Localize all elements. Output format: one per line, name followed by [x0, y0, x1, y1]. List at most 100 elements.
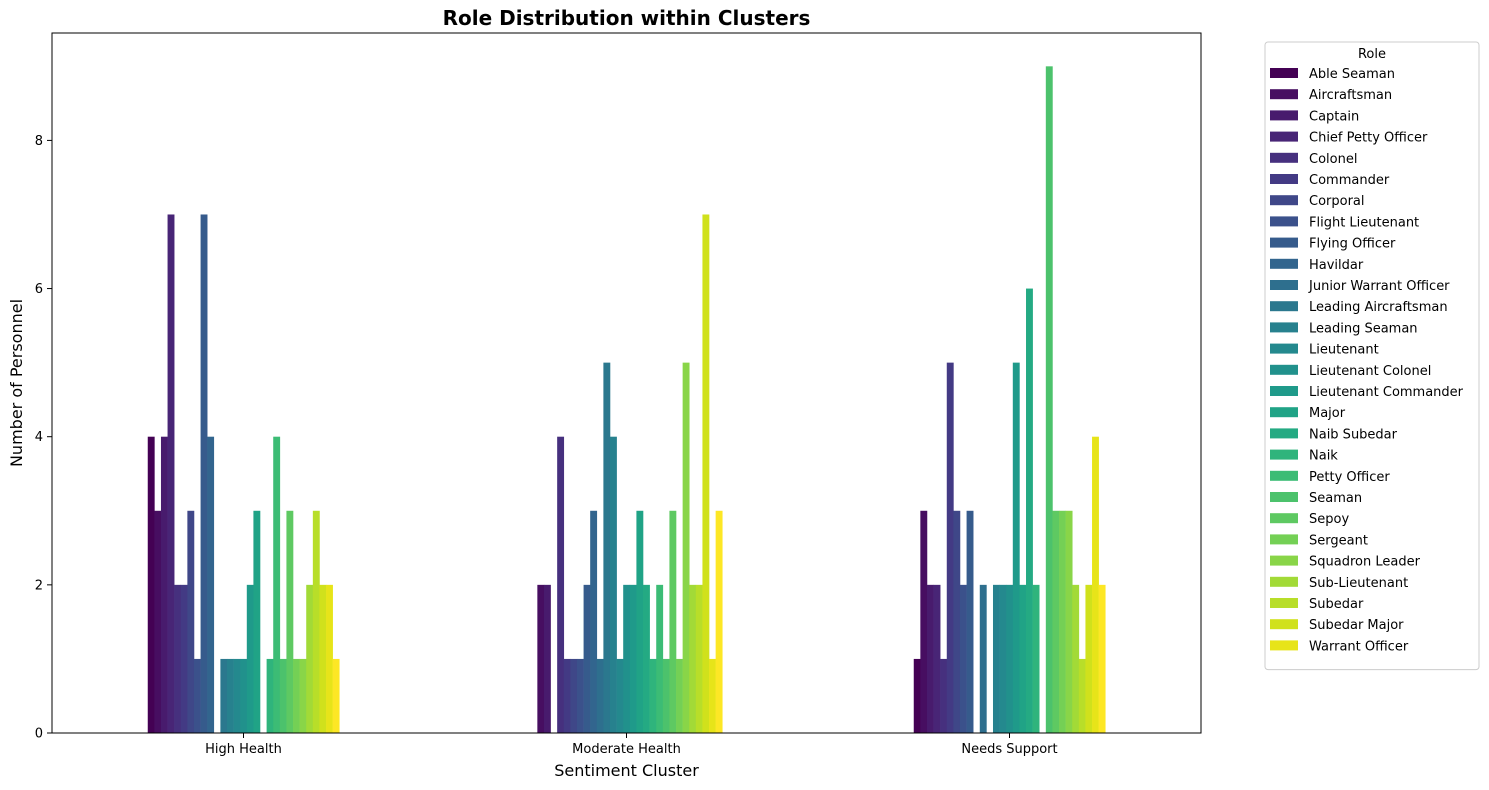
bar: [187, 510, 195, 733]
legend-swatch: [1270, 237, 1298, 248]
bar: [656, 584, 664, 733]
legend-swatch: [1270, 513, 1298, 524]
bar: [1006, 584, 1014, 733]
bar: [689, 584, 697, 733]
legend-label: Naib Subedar: [1309, 427, 1398, 442]
bar: [160, 436, 168, 733]
legend-label: Lieutenant: [1309, 343, 1379, 358]
legend-label: Leading Aircraftsman: [1309, 300, 1448, 315]
legend-swatch: [1270, 364, 1298, 375]
legend-swatch: [1270, 152, 1298, 163]
bar: [643, 584, 650, 733]
legend-label: Leading Seaman: [1309, 321, 1418, 336]
bar: [180, 584, 188, 733]
bar: [1045, 66, 1053, 733]
bar: [557, 436, 565, 733]
bar: [1032, 584, 1040, 733]
legend-swatch: [1270, 280, 1298, 290]
bar: [1092, 436, 1099, 733]
bar: [240, 658, 248, 733]
bar: [603, 362, 611, 733]
bar: [966, 510, 974, 733]
bar: [616, 658, 624, 733]
legend-label: Sepoy: [1309, 512, 1349, 527]
y-tick-label: 2: [35, 578, 43, 593]
legend-box: [1264, 41, 1480, 671]
bar: [273, 436, 281, 733]
bar: [662, 658, 670, 733]
legend-label: Captain: [1309, 109, 1359, 124]
bar: [576, 658, 584, 733]
legend-label: Corporal: [1309, 194, 1365, 209]
bar: [629, 584, 637, 733]
legend-label: Sergeant: [1309, 533, 1368, 548]
legend-swatch: [1270, 407, 1298, 418]
bar: [609, 436, 617, 733]
bar: [959, 584, 967, 733]
legend-swatch: [1270, 619, 1298, 630]
bar: [1078, 658, 1086, 733]
y-tick-label: 6: [35, 282, 43, 297]
legend-swatch: [1270, 301, 1298, 312]
bar: [992, 584, 1000, 733]
legend-label: Sub-Lieutenant: [1309, 576, 1408, 591]
legend-swatch: [1270, 576, 1298, 587]
bar: [293, 658, 300, 733]
bar: [926, 584, 934, 733]
bar: [702, 214, 710, 734]
legend-label: Seaman: [1309, 491, 1362, 506]
legend-label: Havildar: [1309, 258, 1364, 273]
bar: [709, 658, 716, 733]
legend-label: Chief Petty Officer: [1309, 131, 1428, 146]
y-axis: 0 2 4 6 8: [35, 134, 52, 742]
bar: [193, 658, 201, 733]
legend-label: Naik: [1309, 449, 1338, 464]
bar: [279, 658, 287, 733]
bar: [649, 658, 657, 733]
bar: [623, 584, 631, 733]
bar: [682, 362, 690, 733]
legend-swatch: [1270, 68, 1298, 78]
legend-swatch: [1270, 534, 1298, 545]
bar: [979, 584, 987, 733]
legend-swatch: [1270, 449, 1298, 460]
legend-swatch: [1270, 174, 1298, 184]
bar: [312, 510, 320, 733]
bar: [246, 584, 254, 733]
bar: [266, 658, 274, 733]
legend-label: Able Seaman: [1309, 67, 1395, 82]
x-axis: High Health Moderate Health Needs Support: [205, 733, 1058, 757]
bar: [200, 214, 208, 734]
bar: [253, 510, 261, 733]
bar: [695, 584, 703, 733]
legend-label: Subedar Major: [1309, 618, 1404, 633]
legend-swatch: [1270, 428, 1298, 439]
bar: [999, 584, 1007, 733]
legend-swatch: [1270, 470, 1298, 481]
legend-label: Junior Warrant Officer: [1308, 279, 1450, 294]
legend-swatch: [1270, 89, 1298, 100]
legend-swatch: [1270, 492, 1298, 502]
legend-swatch: [1270, 131, 1298, 142]
legend-items: Able Seaman Aircraftsman Captain Chief Pett…: [1270, 67, 1464, 654]
bar: [299, 658, 307, 733]
bar: [306, 584, 314, 733]
bar: [1019, 584, 1027, 733]
legend-swatch: [1270, 110, 1298, 121]
bar: [1012, 362, 1020, 733]
legend-swatch: [1270, 640, 1298, 651]
bar: [319, 584, 327, 733]
legend-title: Role: [1358, 47, 1386, 62]
bar: [676, 658, 683, 733]
bar: [207, 436, 215, 733]
x-tick-label: Moderate Health: [572, 742, 681, 757]
legend-swatch: [1270, 555, 1298, 566]
legend-swatch: [1270, 216, 1298, 227]
bar: [920, 510, 928, 733]
bar: [226, 658, 234, 733]
legend-swatch: [1270, 343, 1298, 354]
bar: [1059, 510, 1066, 733]
bar: [326, 584, 333, 733]
chart-title: Role Distribution within Clusters: [443, 6, 811, 30]
